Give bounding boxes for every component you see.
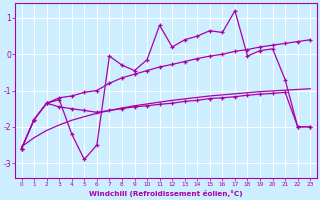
X-axis label: Windchill (Refroidissement éolien,°C): Windchill (Refroidissement éolien,°C) xyxy=(89,190,243,197)
